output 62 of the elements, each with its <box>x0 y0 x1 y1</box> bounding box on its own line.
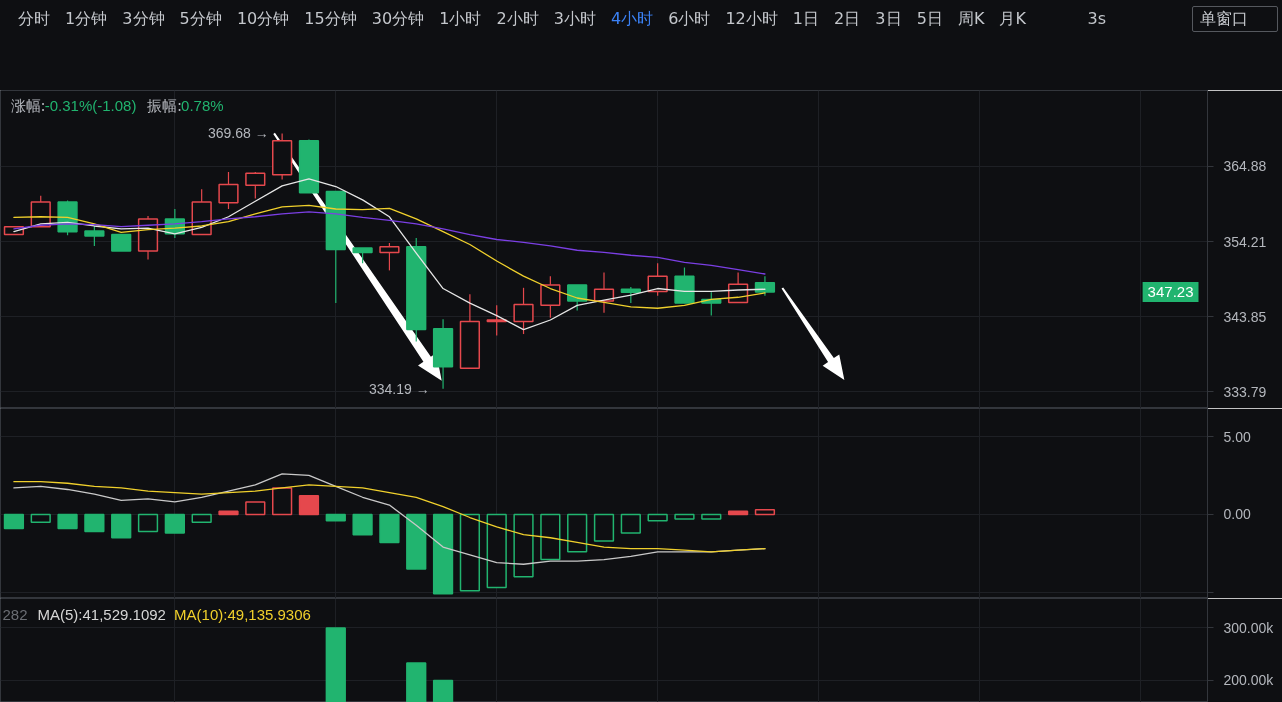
bar <box>486 513 507 589</box>
text: 3s <box>1087 9 1106 29</box>
annotation: 282 <box>2 605 28 623</box>
bar <box>459 513 481 592</box>
y-tick-label: 343.85 <box>1223 308 1267 325</box>
text: 分时 1分钟 3分钟 5分钟 10分钟 15分钟 30分钟 1小时 2小时 3小时 <box>18 9 596 29</box>
bar <box>540 513 561 561</box>
text: 单窗口 <box>1200 9 1248 29</box>
bar <box>30 513 51 523</box>
bar <box>137 513 159 533</box>
annotation: 涨幅:-0.31%(-1.08) <box>10 96 137 115</box>
candlestick <box>567 284 588 312</box>
y-tick-label: 300.00k <box>1223 619 1275 636</box>
bar <box>647 513 668 522</box>
annotation: 347.23 <box>1147 282 1194 300</box>
candlestick <box>754 275 776 297</box>
candlestick <box>486 304 507 337</box>
text: 6小时 12小时 1日 2日 3日 5日 周K 月K <box>668 9 1026 29</box>
candlestick <box>218 171 239 210</box>
candlestick <box>245 171 266 200</box>
bar <box>513 513 534 578</box>
annotation: 振幅:0.78% <box>146 96 224 115</box>
bar <box>164 513 185 534</box>
candlestick <box>593 271 615 314</box>
y-tick-label: 364.88 <box>1223 158 1267 175</box>
bar <box>567 513 588 553</box>
y-tick-label: 333.79 <box>1223 383 1267 400</box>
candlestick <box>647 262 668 297</box>
bar <box>57 513 78 530</box>
y-tick-label: 5.00 <box>1223 428 1251 445</box>
text: 4小时 <box>610 9 654 29</box>
bar <box>352 513 373 536</box>
y-tick-label: 354.21 <box>1223 233 1267 250</box>
bar <box>593 513 615 542</box>
bar <box>620 513 641 534</box>
annotation: MA(5):41,529.1092 <box>37 606 166 623</box>
bar <box>701 513 722 520</box>
candlestick <box>84 225 105 247</box>
candlestick <box>379 242 400 271</box>
annotation: MA(10):49,135.9306 <box>174 606 311 623</box>
candlestick <box>513 287 534 335</box>
bar <box>406 513 427 570</box>
bar <box>432 513 454 595</box>
bar <box>84 513 105 533</box>
annotation: 334.19 → <box>368 380 430 397</box>
bar <box>272 487 293 516</box>
bar <box>674 513 695 520</box>
bar <box>754 508 776 516</box>
line-series <box>13 211 766 275</box>
bar <box>325 513 346 522</box>
bar <box>3 513 25 530</box>
bar <box>111 513 132 539</box>
y-tick-label: 200.00k <box>1223 672 1275 689</box>
line-series <box>13 481 766 553</box>
bar <box>245 501 266 516</box>
bar <box>298 494 320 516</box>
bar <box>218 510 239 516</box>
candlestick <box>540 275 561 319</box>
annotation: 369.68 → <box>208 125 269 142</box>
bar <box>191 513 212 523</box>
y-tick-label: 0.00 <box>1223 506 1251 523</box>
bar <box>379 513 400 544</box>
